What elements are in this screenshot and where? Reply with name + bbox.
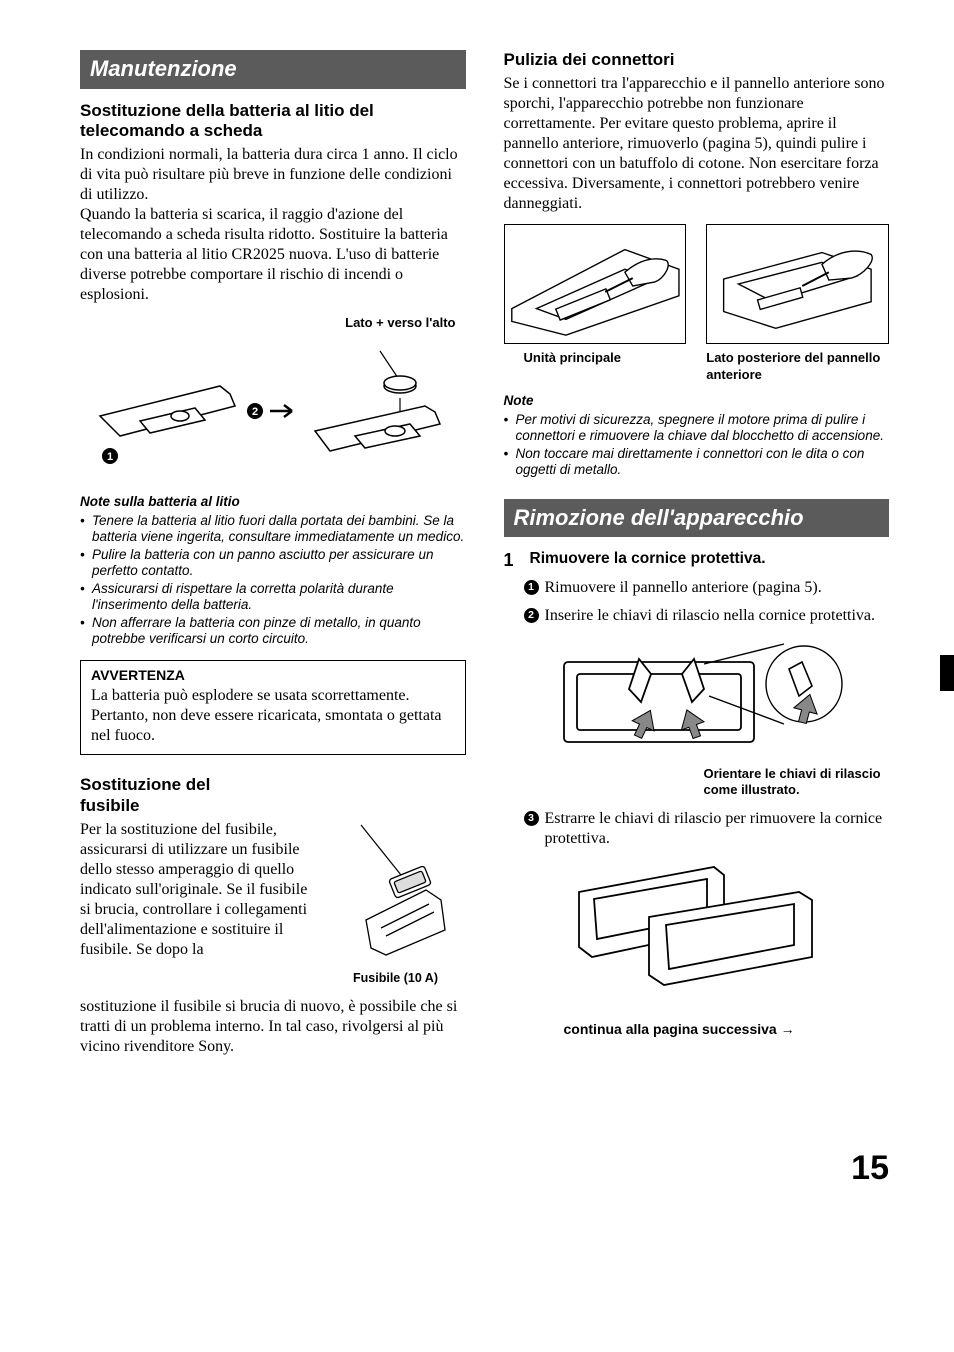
svg-text:2: 2 bbox=[252, 406, 258, 418]
figure-main-unit: Unità principale bbox=[504, 224, 687, 383]
note-item: Per motivi di sicurezza, spegnere il mot… bbox=[504, 412, 890, 445]
substep-number-icon: 1 bbox=[524, 580, 539, 595]
substep-text: Inserire le chiavi di rilascio nella cor… bbox=[545, 606, 890, 626]
figure-release-keys bbox=[504, 634, 890, 769]
svg-text:1: 1 bbox=[107, 451, 113, 463]
notes-list-battery: Tenere la batteria al litio fuori dalla … bbox=[80, 513, 466, 648]
page-number: 15 bbox=[80, 1147, 889, 1190]
heading-fuse: Sostituzione del fusibile bbox=[80, 775, 260, 816]
figure-connectors-group: Unità principale Lato bbox=[504, 224, 890, 383]
continue-text: continua alla pagina successiva → bbox=[504, 1021, 890, 1039]
page-columns: Manutenzione Sostituzione della batteria… bbox=[80, 50, 889, 1067]
warning-box: AVVERTENZA La batteria può esplodere se … bbox=[80, 660, 466, 756]
note-item: Tenere la batteria al litio fuori dalla … bbox=[80, 513, 466, 546]
substep-number-icon: 3 bbox=[524, 811, 539, 826]
body-fuse-1: Per la sostituzione del fusibile, assicu… bbox=[80, 820, 314, 987]
step-number: 1 bbox=[504, 549, 524, 572]
figure-fuse: Fusibile (10 A) bbox=[326, 820, 466, 987]
figure-front-panel: Lato posteriore del pannello anteriore bbox=[706, 224, 889, 383]
section-title-removal: Rimozione dell'apparecchio bbox=[504, 499, 890, 538]
caption-front-panel: Lato posteriore del pannello anteriore bbox=[706, 350, 889, 383]
substep-2: 2 Inserire le chiavi di rilascio nella c… bbox=[504, 606, 890, 626]
substep-number-icon: 2 bbox=[524, 608, 539, 623]
heading-clean: Pulizia dei connettori bbox=[504, 50, 890, 70]
step-1: 1 Rimuovere la cornice protettiva. bbox=[504, 549, 890, 572]
figure-battery-group: Lato + verso l'alto 1 bbox=[80, 315, 466, 480]
note-item: Non toccare mai direttamente i connettor… bbox=[504, 446, 890, 479]
note-item: Pulire la batteria con un panno asciutto… bbox=[80, 547, 466, 580]
right-column: Pulizia dei connettori Se i connettori t… bbox=[504, 50, 890, 1067]
figure-battery-label: Lato + verso l'alto bbox=[80, 315, 466, 331]
notes-heading-clean: Note bbox=[504, 393, 890, 410]
notes-list-clean: Per motivi di sicurezza, spegnere il mot… bbox=[504, 412, 890, 479]
warning-body: La batteria può esplodere se usata scorr… bbox=[91, 686, 455, 746]
substep-text: Estrarre le chiavi di rilascio per rimuo… bbox=[545, 809, 890, 849]
substep-1: 1 Rimuovere il pannello anteriore (pagin… bbox=[504, 578, 890, 598]
figure-fuse-caption: Fusibile (10 A) bbox=[326, 971, 466, 987]
substep-text: Rimuovere il pannello anteriore (pagina … bbox=[545, 578, 890, 598]
figure-release-keys-caption: Orientare le chiavi di rilascio come ill… bbox=[504, 766, 890, 799]
figure-remove-surround bbox=[504, 857, 890, 1002]
figure-battery: 1 2 bbox=[80, 336, 466, 481]
step-text: Rimuovere la cornice protettiva. bbox=[530, 549, 890, 572]
body-battery: In condizioni normali, la batteria dura … bbox=[80, 145, 466, 305]
body-fuse-2: sostituzione il fusibile si brucia di nu… bbox=[80, 997, 466, 1057]
body-clean: Se i connettori tra l'apparecchio e il p… bbox=[504, 74, 890, 214]
fuse-section: Per la sostituzione del fusibile, assicu… bbox=[80, 820, 466, 987]
note-item: Assicurarsi di rispettare la corretta po… bbox=[80, 581, 466, 614]
page-tab-marker bbox=[940, 655, 954, 691]
warning-title: AVVERTENZA bbox=[91, 667, 455, 685]
note-item: Non afferrare la batteria con pinze di m… bbox=[80, 615, 466, 648]
caption-main-unit: Unità principale bbox=[504, 350, 687, 366]
substep-3: 3 Estrarre le chiavi di rilascio per rim… bbox=[504, 809, 890, 849]
left-column: Manutenzione Sostituzione della batteria… bbox=[80, 50, 466, 1067]
notes-heading-battery: Note sulla batteria al litio bbox=[80, 494, 466, 511]
heading-battery: Sostituzione della batteria al litio del… bbox=[80, 101, 466, 142]
section-title-maintenance: Manutenzione bbox=[80, 50, 466, 89]
